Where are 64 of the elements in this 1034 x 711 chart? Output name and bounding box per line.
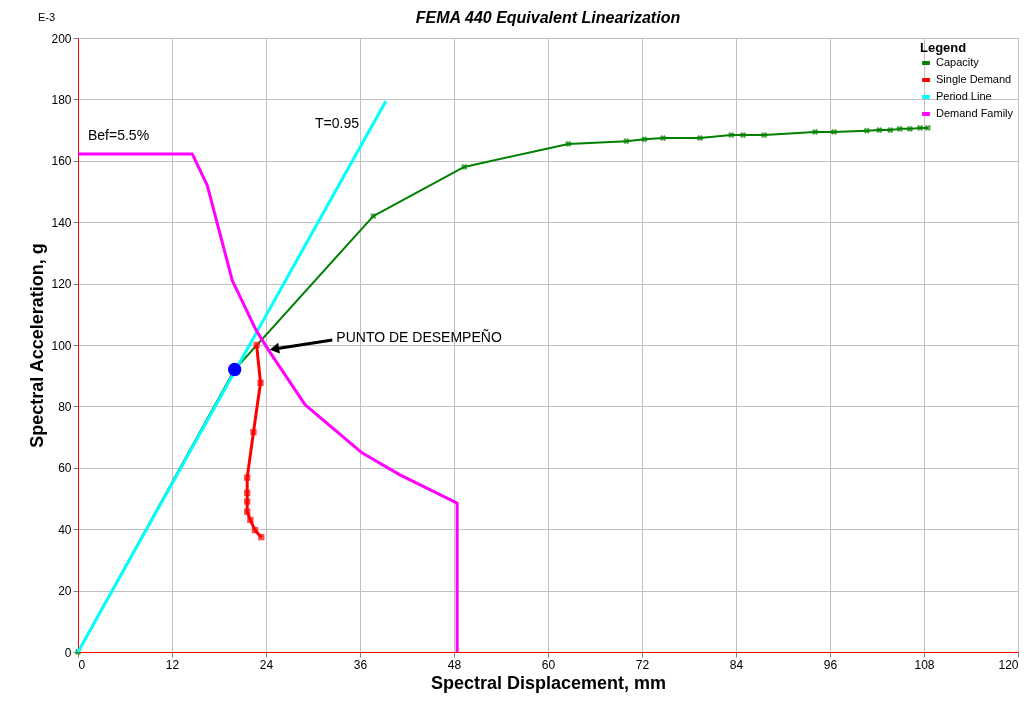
y-tick-label: 100 <box>51 338 72 353</box>
legend-label: Capacity <box>936 56 980 68</box>
point <box>830 128 838 136</box>
y-tick-label: 120 <box>51 277 72 292</box>
x-tick-label: 12 <box>165 657 180 672</box>
chart-title: FEMA 440 Equivalent Linearization <box>415 9 681 26</box>
point <box>761 131 768 139</box>
point <box>565 140 572 148</box>
point <box>739 131 747 139</box>
annotation: T=0.95 <box>315 115 360 131</box>
legend-label: Period Line <box>936 90 992 102</box>
point <box>876 126 883 134</box>
point <box>623 138 630 145</box>
point <box>811 128 819 136</box>
point <box>244 508 251 515</box>
y-tick-label: 60 <box>58 461 72 476</box>
legend-label: Demand Family <box>936 107 1014 119</box>
point <box>461 163 468 171</box>
point <box>924 124 932 132</box>
legend-label: Single Demand <box>936 73 1012 85</box>
point <box>916 124 924 132</box>
point <box>227 362 242 377</box>
y-tick-label: 180 <box>51 92 72 107</box>
annotation: Bef=5.5% <box>88 127 150 143</box>
point <box>244 474 251 481</box>
x-tick-label: 48 <box>447 657 462 672</box>
point <box>258 534 265 541</box>
y-tick-label: 20 <box>58 584 72 599</box>
y-tick-label: 0 <box>64 645 72 660</box>
point <box>370 212 377 220</box>
y-tick-label: 40 <box>58 522 72 537</box>
y-tick-label: 200 <box>51 31 72 46</box>
x-axis-title: Spectral Displacement, mm <box>430 672 667 693</box>
point <box>728 131 735 139</box>
x-tick-label: 72 <box>635 657 650 672</box>
point <box>660 134 667 142</box>
y-tick-label: 140 <box>51 215 72 230</box>
point <box>251 526 259 534</box>
x-tick-label: 120 <box>998 657 1019 672</box>
x-tick-label: 84 <box>729 657 744 672</box>
point <box>696 134 704 142</box>
point <box>863 127 870 134</box>
point <box>250 429 257 436</box>
annotation: PUNTO DE DESEMPEÑO <box>336 328 502 345</box>
point <box>253 341 260 349</box>
point <box>257 379 264 386</box>
point <box>244 498 251 505</box>
x-tick-label: 96 <box>823 657 838 672</box>
point <box>244 489 251 497</box>
y-tick-label: 160 <box>51 154 72 169</box>
y-axis-title: Spectral Acceleration, g <box>27 243 48 448</box>
point <box>887 126 894 134</box>
point <box>896 125 903 132</box>
x-tick-label: 36 <box>353 657 368 672</box>
point <box>906 125 914 132</box>
point <box>247 516 254 524</box>
x-tick-label: 60 <box>541 657 556 672</box>
legend-title: Legend <box>920 40 967 55</box>
x-tick-label: 108 <box>914 657 935 672</box>
x-tick-label: 24 <box>259 657 274 672</box>
text: E-3 <box>38 11 56 23</box>
y-tick-label: 80 <box>58 399 72 414</box>
x-tick-label: 0 <box>78 657 86 672</box>
point <box>641 136 648 143</box>
